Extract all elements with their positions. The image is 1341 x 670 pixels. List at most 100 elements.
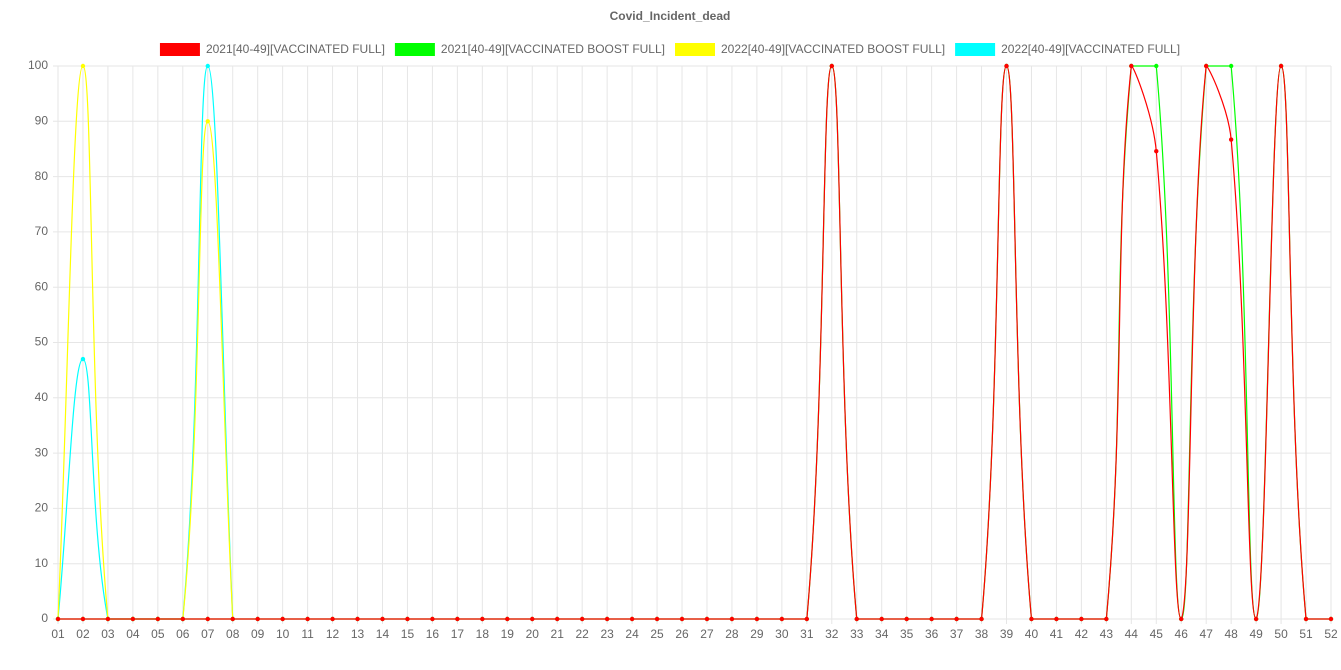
y-tick-label: 80 bbox=[35, 169, 49, 183]
data-point bbox=[629, 616, 635, 622]
data-point bbox=[205, 63, 210, 69]
x-tick-label: 15 bbox=[401, 627, 415, 641]
data-point bbox=[155, 616, 161, 622]
x-tick-label: 40 bbox=[1025, 627, 1039, 641]
data-point bbox=[455, 616, 460, 622]
series-line bbox=[58, 65, 1331, 620]
x-tick-label: 31 bbox=[800, 627, 814, 641]
data-point bbox=[1253, 616, 1259, 622]
data-point bbox=[80, 356, 86, 362]
data-point bbox=[854, 616, 859, 622]
data-point bbox=[1228, 137, 1234, 142]
x-tick-label: 07 bbox=[201, 627, 215, 641]
x-tick-label: 35 bbox=[900, 627, 914, 641]
y-tick-label: 30 bbox=[35, 445, 49, 459]
x-tick-label: 52 bbox=[1324, 627, 1338, 641]
data-point bbox=[530, 616, 535, 622]
data-point bbox=[480, 616, 485, 622]
x-tick-label: 10 bbox=[276, 627, 290, 641]
x-tick-label: 21 bbox=[551, 627, 565, 641]
data-point bbox=[979, 616, 984, 622]
data-point bbox=[230, 616, 235, 622]
legend-label: 2021[40-49][VACCINATED BOOST FULL] bbox=[441, 42, 665, 56]
chart-title: Covid_Incident_dead bbox=[610, 9, 731, 23]
data-point bbox=[879, 616, 884, 622]
x-tick-label: 18 bbox=[476, 627, 490, 641]
data-point bbox=[579, 616, 585, 622]
data-point bbox=[1054, 616, 1059, 622]
legend-swatch bbox=[955, 43, 996, 56]
legend-label: 2022[40-49][VACCINATED FULL] bbox=[1001, 42, 1180, 56]
x-tick-label: 17 bbox=[451, 627, 465, 641]
x-tick-label: 23 bbox=[600, 627, 614, 641]
data-point bbox=[729, 616, 735, 622]
x-tick-label: 02 bbox=[76, 627, 90, 641]
x-tick-label: 14 bbox=[376, 627, 390, 641]
x-tick-label: 26 bbox=[675, 627, 689, 641]
x-tick-label: 30 bbox=[775, 627, 789, 641]
x-tick-label: 05 bbox=[151, 627, 165, 641]
x-tick-label: 48 bbox=[1224, 627, 1238, 641]
data-point bbox=[405, 616, 410, 622]
x-tick-label: 22 bbox=[575, 627, 589, 641]
x-tick-label: 16 bbox=[426, 627, 440, 641]
data-point bbox=[205, 119, 210, 124]
data-point bbox=[929, 616, 934, 622]
y-tick-label: 0 bbox=[41, 611, 48, 625]
data-point bbox=[1154, 148, 1159, 154]
legend-label: 2022[40-49][VACCINATED BOOST FULL] bbox=[721, 42, 945, 56]
y-tick-label: 70 bbox=[35, 224, 49, 238]
data-point bbox=[305, 616, 310, 622]
x-tick-label: 25 bbox=[650, 627, 664, 641]
data-point bbox=[80, 616, 86, 622]
data-point bbox=[80, 63, 86, 69]
data-point bbox=[105, 616, 111, 622]
x-tick-label: 19 bbox=[501, 627, 515, 641]
x-tick-label: 49 bbox=[1249, 627, 1263, 641]
data-point bbox=[1004, 63, 1009, 69]
data-point bbox=[654, 616, 660, 622]
y-tick-label: 100 bbox=[28, 58, 48, 72]
x-tick-label: 08 bbox=[226, 627, 240, 641]
data-point bbox=[280, 616, 285, 622]
data-point bbox=[1129, 63, 1134, 69]
x-tick-label: 39 bbox=[1000, 627, 1014, 641]
x-tick-label: 03 bbox=[101, 627, 115, 641]
legend-swatch bbox=[159, 43, 200, 56]
x-tick-label: 29 bbox=[750, 627, 764, 641]
x-tick-label: 04 bbox=[126, 627, 140, 641]
data-point bbox=[505, 616, 510, 622]
data-point bbox=[255, 616, 260, 622]
data-point bbox=[1029, 616, 1034, 622]
data-point bbox=[1203, 63, 1209, 69]
x-tick-label: 12 bbox=[326, 627, 340, 641]
x-tick-label: 28 bbox=[725, 627, 739, 641]
x-tick-label: 27 bbox=[700, 627, 714, 641]
data-point bbox=[779, 616, 785, 622]
data-point bbox=[829, 63, 834, 69]
x-tick-label: 06 bbox=[176, 627, 190, 641]
x-tick-label: 20 bbox=[526, 627, 540, 641]
y-tick-label: 40 bbox=[35, 390, 49, 404]
x-tick-label: 33 bbox=[850, 627, 864, 641]
x-tick-label: 50 bbox=[1274, 627, 1288, 641]
x-tick-label: 51 bbox=[1299, 627, 1313, 641]
data-point bbox=[1179, 616, 1184, 622]
data-point bbox=[1278, 63, 1284, 69]
x-tick-label: 45 bbox=[1150, 627, 1164, 641]
x-tick-label: 09 bbox=[251, 627, 265, 641]
x-tick-label: 41 bbox=[1050, 627, 1064, 641]
x-tick-label: 47 bbox=[1200, 627, 1214, 641]
data-point bbox=[430, 616, 435, 622]
legend-swatch bbox=[394, 43, 435, 56]
data-point bbox=[130, 616, 136, 622]
data-point bbox=[355, 616, 360, 622]
data-point bbox=[180, 616, 186, 622]
data-point bbox=[1104, 616, 1109, 622]
data-point bbox=[954, 616, 959, 622]
y-tick-label: 50 bbox=[35, 335, 49, 349]
data-point bbox=[55, 616, 61, 622]
data-point bbox=[704, 616, 710, 622]
x-tick-label: 24 bbox=[625, 627, 639, 641]
data-point bbox=[555, 616, 560, 622]
